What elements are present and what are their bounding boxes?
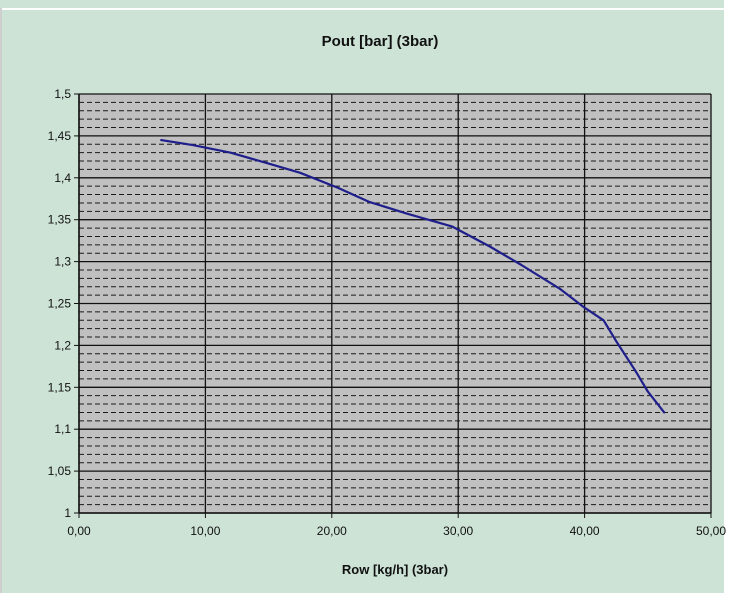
y-tick-label: 1,45 bbox=[48, 129, 72, 143]
x-tick-label: 40,00 bbox=[570, 524, 600, 538]
x-tick-label: 50,00 bbox=[696, 524, 726, 538]
y-tick-label: 1,25 bbox=[48, 297, 72, 311]
y-tick-label: 1,5 bbox=[54, 87, 71, 101]
x-axis-ticks: 0,00 10,00 20,00 30,00 40,00 50,00 bbox=[67, 513, 726, 538]
y-tick-label: 1,05 bbox=[48, 464, 72, 478]
x-tick-label: 30,00 bbox=[443, 524, 473, 538]
x-tick-label: 20,00 bbox=[317, 524, 347, 538]
y-tick-label: 1,15 bbox=[48, 380, 72, 394]
y-tick-label: 1 bbox=[64, 506, 71, 520]
x-axis-label: Row [kg/h] (3bar) bbox=[342, 562, 448, 577]
y-tick-label: 1,4 bbox=[54, 171, 71, 185]
series-line bbox=[160, 139, 666, 414]
frame-right-border bbox=[724, 0, 729, 593]
frame-left-border bbox=[0, 8, 2, 593]
frame-top-border bbox=[0, 8, 729, 10]
x-tick-label: 0,00 bbox=[67, 524, 91, 538]
y-tick-label: 1,1 bbox=[54, 422, 71, 436]
y-tick-label: 1,3 bbox=[54, 255, 71, 269]
y-tick-label: 1,35 bbox=[48, 213, 72, 227]
chart-title: Pout [bar] (3bar) bbox=[322, 33, 439, 50]
y-tick-label: 1,2 bbox=[54, 338, 71, 352]
y-axis-ticks: 1 1,05 1,1 1,15 1,2 1,25 1,3 1,35 1,4 1,45 1,5 bbox=[48, 87, 79, 520]
series-group bbox=[160, 139, 666, 414]
x-tick-label: 10,00 bbox=[190, 524, 220, 538]
